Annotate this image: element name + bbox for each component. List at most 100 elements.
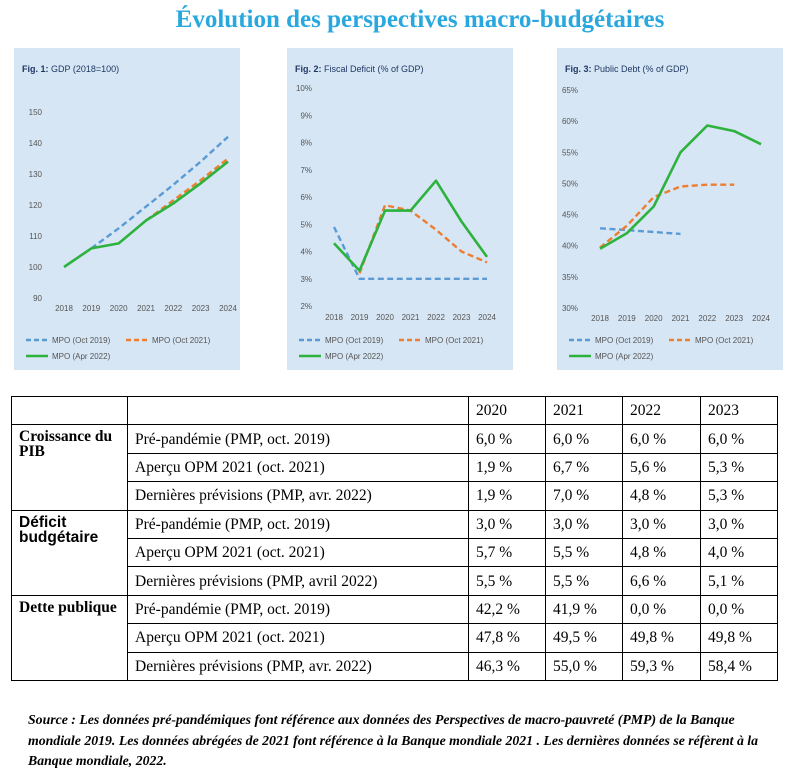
gdp-y-tick-label: 120 bbox=[29, 201, 43, 210]
table-year-header: 2023 bbox=[700, 395, 778, 426]
table-cell: 6,0 % bbox=[468, 424, 546, 454]
public-debt-chart: Fig. 3: Public Debt (% of GDP) 30% 35% 40% 4… bbox=[562, 64, 770, 361]
table-cell: 58,4 % bbox=[700, 651, 778, 681]
public-debt-x-tick-label: 2019 bbox=[618, 314, 636, 323]
source-note: Source : Les données pré-pandémiques fon… bbox=[28, 712, 759, 768]
gdp-y-tick-label: 150 bbox=[29, 108, 43, 117]
table-row: Déficit budgétaire Pré-pandémie (PMP, oct… bbox=[11, 509, 778, 596]
table-cell: 5,6 % bbox=[622, 452, 701, 483]
public-debt-series-mpo-apr-2022 bbox=[599, 124, 762, 250]
gdp-y-tick-label: 90 bbox=[33, 294, 42, 303]
fiscal-deficit-chart: Fig. 2: Fiscal Deficit (% of GDP) 2% 3% 4% 5… bbox=[295, 64, 496, 361]
outlook-table: 2020 2021 2022 2023 Croissance du PIB Pré-pan… bbox=[11, 395, 778, 681]
table-year-header: 2020 bbox=[468, 395, 546, 426]
fiscal-deficit-y-tick-label: 2% bbox=[300, 302, 312, 311]
table-group-label: Dette publique bbox=[11, 594, 128, 681]
gdp-legend-label: MPO (Oct 2021) bbox=[152, 336, 211, 345]
table-row: Dette publique Pré-pandémie (PMP, oct. 20… bbox=[11, 594, 778, 681]
table-row-label: Dernières prévisions (PMP, avr. 2022) bbox=[127, 651, 469, 681]
table-row: Aperçu OPM 2021 (oct. 2021) 5,7 % 5,5 % 4,8… bbox=[12, 537, 778, 568]
table-cell: 6,0 % bbox=[545, 424, 623, 454]
table-header-row: 2020 2021 2022 2023 bbox=[11, 395, 778, 426]
table-cell: 46,3 % bbox=[468, 651, 546, 681]
public-debt-x-tick-label: 2022 bbox=[698, 314, 716, 323]
table-cell: 6,0 % bbox=[700, 424, 778, 454]
public-debt-y-tick-label: 30% bbox=[562, 304, 578, 313]
table-cell: 55,0 % bbox=[545, 651, 623, 681]
gdp-legend-label: MPO (Apr 2022) bbox=[52, 352, 111, 361]
public-debt-x-tick-label: 2023 bbox=[725, 314, 743, 323]
fiscal-deficit-y-tick-label: 7% bbox=[300, 166, 312, 175]
table-cell: 49,8 % bbox=[622, 623, 701, 653]
table-year-header: 2022 bbox=[622, 395, 701, 426]
table-cell: 5,5 % bbox=[545, 566, 623, 596]
table-row-label: Pré-pandémie (PMP, oct. 2019) bbox=[127, 509, 469, 539]
table-cell: 4,8 % bbox=[622, 537, 701, 568]
gdp-series-mpo-apr-2022 bbox=[63, 160, 229, 269]
table-cell: 5,3 % bbox=[700, 452, 778, 483]
public-debt-y-tick-label: 40% bbox=[562, 242, 578, 251]
table-cell: 5,7 % bbox=[468, 537, 546, 568]
public-debt-legend-label: MPO (Apr 2022) bbox=[595, 352, 654, 361]
public-debt-legend-label: MPO (Oct 2019) bbox=[595, 336, 654, 345]
fiscal-deficit-legend-label: MPO (Oct 2019) bbox=[325, 336, 384, 345]
fiscal-deficit-x-tick-label: 2020 bbox=[376, 313, 394, 322]
fiscal-deficit-y-tick-label: 9% bbox=[300, 111, 312, 120]
fiscal-deficit-x-tick-label: 2024 bbox=[478, 313, 496, 322]
table-group-label: Croissance du PIB bbox=[11, 424, 128, 511]
table-cell: 0,0 % bbox=[622, 594, 701, 625]
gdp-x-tick-label: 2019 bbox=[82, 304, 100, 313]
public-debt-y-tick-label: 60% bbox=[562, 117, 578, 126]
table-cell: 1,9 % bbox=[468, 452, 546, 483]
public-debt-y-tick-label: 55% bbox=[562, 148, 578, 157]
table-row-label: Aperçu OPM 2021 (oct. 2021) bbox=[127, 452, 469, 483]
fiscal-deficit-legend-label: MPO (Oct 2021) bbox=[425, 336, 484, 345]
table-row-label: Aperçu OPM 2021 (oct. 2021) bbox=[127, 623, 469, 653]
gdp-chart: Fig. 1: GDP (2018=100) 90 100 110 120 130 140 1… bbox=[22, 64, 237, 361]
table-row: Aperçu OPM 2021 (oct. 2021) 47,8 % 49,5 % 4… bbox=[12, 623, 778, 653]
table-cell: 0,0 % bbox=[700, 594, 778, 625]
fiscal-deficit-x-tick-label: 2018 bbox=[325, 313, 343, 322]
public-debt-x-tick-label: 2018 bbox=[591, 314, 609, 323]
gdp-x-tick-label: 2020 bbox=[110, 304, 128, 313]
public-debt-y-tick-label: 50% bbox=[562, 179, 578, 188]
fiscal-deficit-y-tick-label: 10% bbox=[296, 84, 312, 93]
table-cell: 41,9 % bbox=[545, 594, 623, 625]
table-cell: 5,5 % bbox=[468, 566, 546, 596]
table-group-label: Déficit budgétaire bbox=[11, 509, 128, 596]
fiscal-deficit-y-tick-label: 8% bbox=[300, 139, 312, 148]
gdp-x-tick-label: 2021 bbox=[137, 304, 155, 313]
table-cell: 6,6 % bbox=[622, 566, 701, 596]
public-debt-y-tick-label: 65% bbox=[562, 86, 578, 95]
gdp-series-mpo-oct-2019 bbox=[90, 135, 229, 250]
public-debt-x-tick-label: 2021 bbox=[672, 314, 690, 323]
fiscal-deficit-y-tick-label: 4% bbox=[300, 248, 312, 257]
fiscal-deficit-series-mpo-oct-2021 bbox=[358, 204, 488, 274]
fiscal-deficit-legend-label: MPO (Apr 2022) bbox=[325, 352, 384, 361]
fiscal-deficit-series-mpo-apr-2022 bbox=[333, 179, 489, 272]
table-cell: 4,8 % bbox=[622, 481, 701, 511]
gdp-series-mpo-oct-2021 bbox=[145, 157, 229, 222]
table-row-label: Aperçu OPM 2021 (oct. 2021) bbox=[127, 537, 469, 568]
table-cell: 49,8 % bbox=[700, 623, 778, 653]
table-cell: 6,7 % bbox=[545, 452, 623, 483]
table-year-header: 2021 bbox=[545, 395, 623, 426]
table-cell: 5,5 % bbox=[545, 537, 623, 568]
table-cell: 4,0 % bbox=[700, 537, 778, 568]
gdp-x-tick-label: 2023 bbox=[192, 304, 210, 313]
table-cell: 1,9 % bbox=[468, 481, 546, 511]
table-cell: 49,5 % bbox=[545, 623, 623, 653]
fiscal-deficit-y-tick-label: 6% bbox=[300, 193, 312, 202]
public-debt-x-tick-label: 2024 bbox=[752, 314, 770, 323]
gdp-legend-label: MPO (Oct 2019) bbox=[52, 336, 111, 345]
table-row-label: Pré-pandémie (PMP, oct. 2019) bbox=[127, 594, 469, 625]
public-debt-series-mpo-oct-2019 bbox=[599, 227, 681, 236]
public-debt-y-tick-label: 45% bbox=[562, 211, 578, 220]
gdp-x-tick-label: 2018 bbox=[55, 304, 73, 313]
fiscal-deficit-series-mpo-oct-2019 bbox=[332, 226, 487, 280]
table-cell: 7,0 % bbox=[545, 481, 623, 511]
fiscal-deficit-y-tick-label: 3% bbox=[300, 275, 312, 284]
table-row-label: Dernières prévisions (PMP, avr. 2022) bbox=[127, 481, 469, 511]
table-row: Croissance du PIB Pré-pandémie (PMP, oct.… bbox=[11, 424, 778, 511]
table-cell: 3,0 % bbox=[622, 509, 701, 539]
